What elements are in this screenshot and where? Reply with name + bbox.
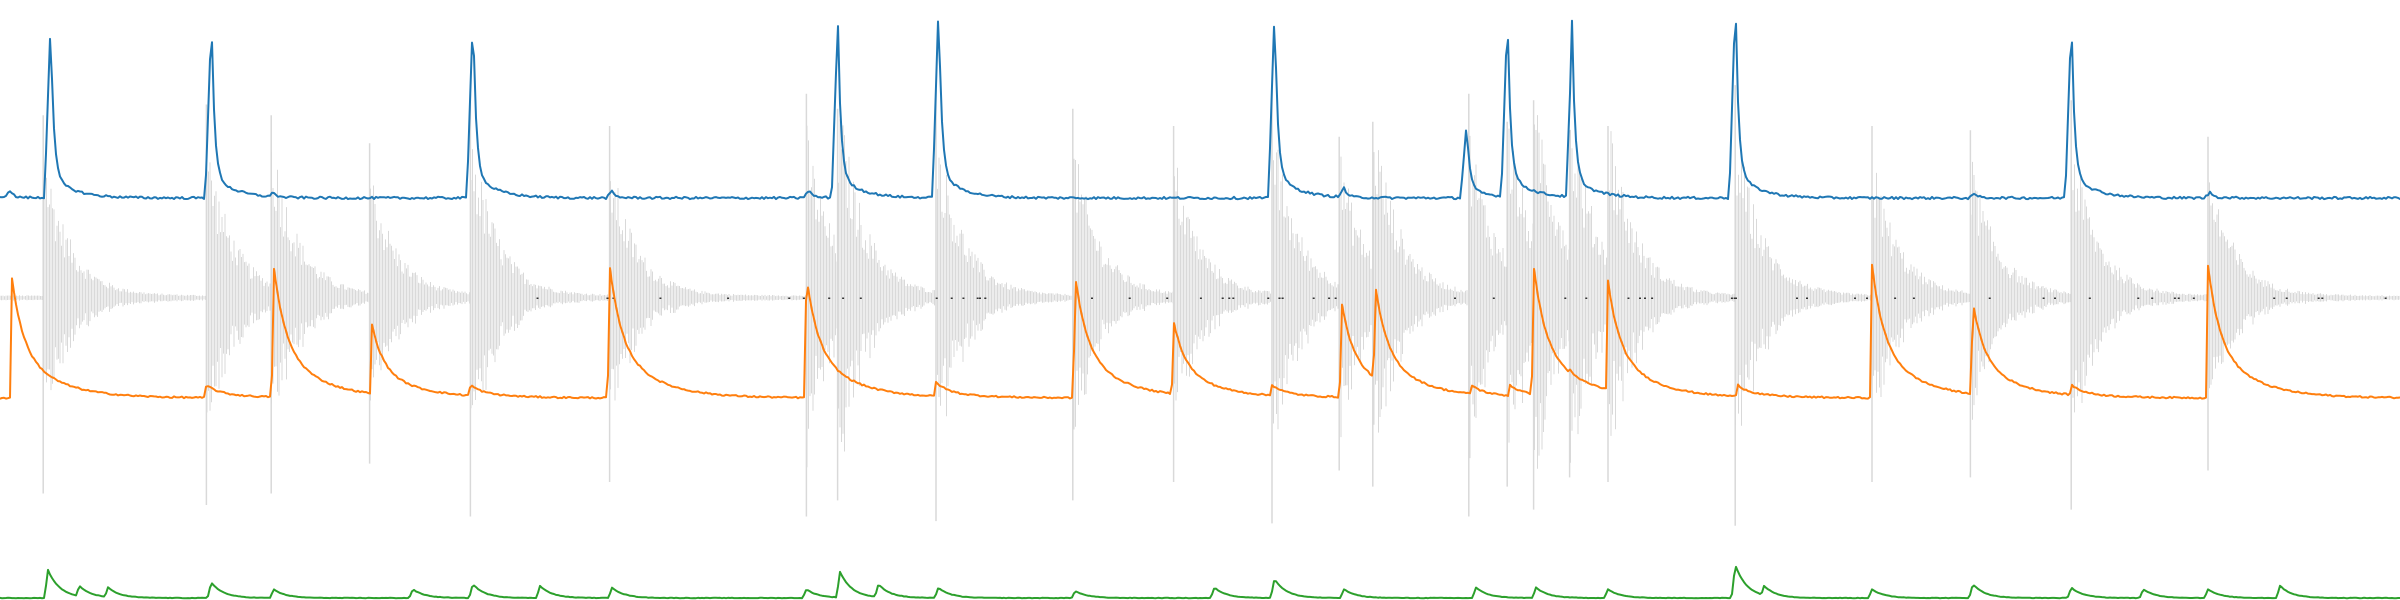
- waveform-speck: [2317, 297, 2320, 299]
- waveform-speck: [536, 297, 539, 299]
- waveform-speck: [2273, 297, 2276, 299]
- waveform-speck: [2321, 297, 2324, 299]
- waveform-speck: [2151, 297, 2154, 299]
- waveform-speck: [802, 297, 805, 299]
- waveform-speck: [1232, 297, 1235, 299]
- waveform-speck: [935, 297, 938, 299]
- onset-envelope-line: [0, 19, 2400, 201]
- waveform-layer: [0, 85, 2400, 526]
- waveform-speck: [659, 297, 662, 299]
- waveform-speck: [1278, 297, 1281, 299]
- waveform-speck: [1128, 297, 1131, 299]
- waveform-speck: [828, 297, 831, 299]
- waveform-speck: [1735, 297, 1737, 299]
- waveform-speck: [1281, 297, 1284, 299]
- waveform-speck: [1627, 297, 1630, 299]
- waveform-speck: [1334, 297, 1337, 299]
- waveform-speck: [962, 297, 965, 299]
- waveform-speck: [1796, 297, 1798, 299]
- waveform-speck: [1733, 297, 1736, 299]
- waveform-speck: [727, 297, 730, 299]
- waveform-speck: [1199, 297, 1202, 299]
- waveform-speck: [2173, 297, 2176, 299]
- audio-waveform: [0, 115, 2400, 469]
- waveform-speck: [1639, 297, 1641, 299]
- waveform-speck: [1454, 297, 1456, 299]
- waveform-speck: [1267, 297, 1270, 299]
- waveform-speck: [1091, 297, 1093, 299]
- waveform-speck: [1328, 297, 1331, 299]
- energy-line: [0, 565, 2400, 600]
- waveform-speck: [1166, 297, 1169, 299]
- waveform-speck: [2177, 297, 2180, 299]
- waveform-speck: [2285, 297, 2288, 299]
- waveform-speck: [1585, 297, 1588, 299]
- waveform-speck: [984, 297, 987, 299]
- waveform-speck: [976, 297, 979, 299]
- waveform-speck: [2384, 297, 2387, 299]
- waveform-speck: [1854, 297, 1856, 299]
- waveform-speck: [606, 297, 609, 299]
- waveform-speck: [1221, 297, 1224, 299]
- waveform-speck: [2088, 297, 2091, 299]
- waveform-speck: [1644, 297, 1646, 299]
- waveform-speck: [1228, 297, 1231, 299]
- waveform-speck: [842, 297, 845, 299]
- waveform-speck: [1806, 297, 1808, 299]
- waveform-speck: [2042, 297, 2045, 299]
- waveform-speck: [1651, 297, 1654, 299]
- waveform-speck: [2137, 297, 2140, 299]
- waveform-speck: [1988, 297, 1991, 299]
- decay-envelope-line: [0, 263, 2400, 400]
- waveform-speck: [1564, 297, 1567, 299]
- waveform-speck: [859, 297, 862, 299]
- waveform-marker-layer: [536, 297, 2387, 299]
- waveform-speck: [1894, 297, 1897, 299]
- waveform-speck: [2192, 297, 2195, 299]
- waveform-speck: [1866, 297, 1868, 299]
- waveform-speck: [612, 297, 615, 299]
- waveform-speck: [1912, 297, 1915, 299]
- waveform-speck: [979, 297, 981, 299]
- waveform-speck: [1492, 297, 1495, 299]
- waveform-speck: [788, 297, 791, 299]
- waveform-speck: [1312, 297, 1315, 299]
- waveform-speck: [950, 297, 953, 299]
- waveform-speck: [2054, 297, 2056, 299]
- waveform-speck: [1730, 297, 1733, 299]
- series-layer: [0, 19, 2400, 600]
